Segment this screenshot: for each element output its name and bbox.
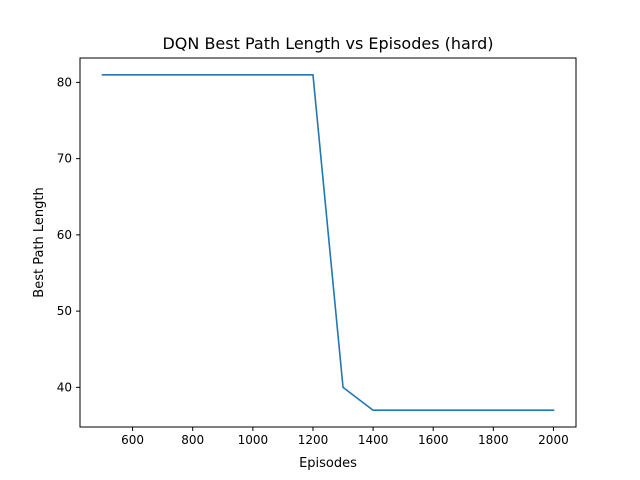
x-axis-ticks: 600 800 1000 1200 1400 1600 1800 2000 bbox=[121, 427, 569, 447]
plot-frame bbox=[79, 57, 577, 428]
plot-background bbox=[80, 58, 576, 427]
y-tick-label: 50 bbox=[57, 304, 72, 318]
x-tick-label: 1400 bbox=[358, 433, 389, 447]
x-tick-label: 800 bbox=[181, 433, 204, 447]
series-layer bbox=[101, 73, 555, 412]
x-tick-label: 1200 bbox=[298, 433, 329, 447]
y-tick-label: 60 bbox=[57, 228, 72, 242]
y-tick-label: 40 bbox=[57, 380, 72, 394]
chart-title: DQN Best Path Length vs Episodes (hard) bbox=[162, 34, 493, 53]
series-line bbox=[101, 73, 555, 412]
y-axis-ticks: 40 50 60 70 80 bbox=[57, 75, 80, 394]
x-tick-label: 1800 bbox=[478, 433, 509, 447]
x-axis-label: Episodes bbox=[299, 456, 357, 471]
x-tick-label: 1600 bbox=[418, 433, 449, 447]
y-tick-label: 80 bbox=[57, 75, 72, 89]
x-tick-label: 600 bbox=[121, 433, 144, 447]
y-axis-label: Best Path Length bbox=[32, 187, 47, 297]
y-tick-label: 70 bbox=[57, 152, 72, 166]
x-tick-label: 1000 bbox=[238, 433, 269, 447]
x-tick-label: 2000 bbox=[538, 433, 569, 447]
